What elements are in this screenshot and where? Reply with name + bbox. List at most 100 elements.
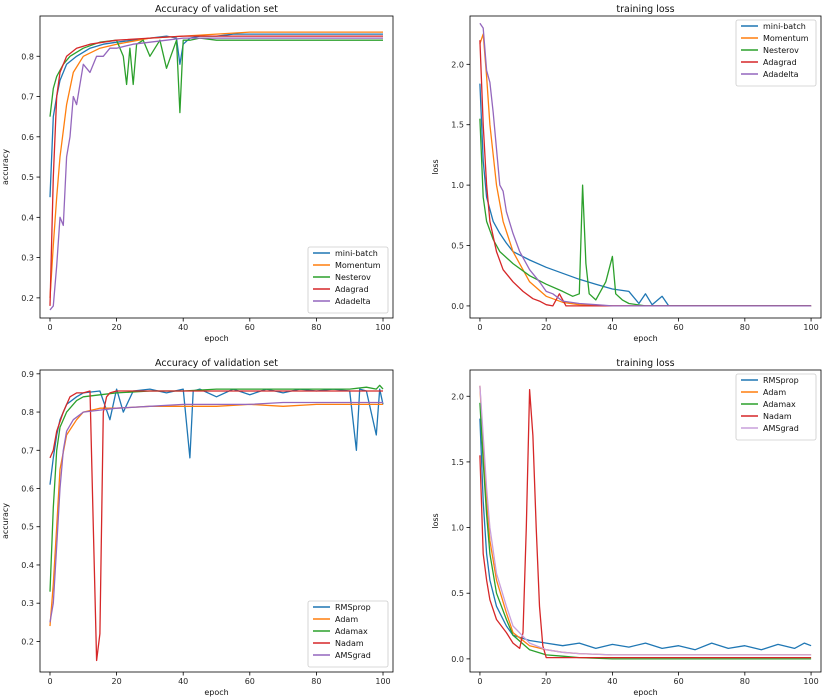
x-tick-label: 0 <box>47 677 52 686</box>
legend-box <box>307 600 389 668</box>
legend-label: Nesterov <box>335 273 371 282</box>
legend-label: Momentum <box>335 261 381 270</box>
plot-frame <box>469 369 822 673</box>
y-tick-label: 1.5 <box>451 121 464 130</box>
series-line-adadelta <box>49 37 383 311</box>
series-group <box>479 22 812 307</box>
series-line-adagrad <box>49 35 383 306</box>
y-tick-label: 0.2 <box>21 294 34 303</box>
legend-box <box>307 246 389 314</box>
y-tick-label: 0.2 <box>21 637 34 646</box>
x-tick-label: 0 <box>47 323 52 332</box>
x-tick-label: 60 <box>674 677 684 686</box>
x-tick-label: 80 <box>740 677 750 686</box>
legend-label: Nadam <box>763 412 792 421</box>
y-tick-label: 0.8 <box>21 52 34 61</box>
y-tick-label: 0.8 <box>21 408 34 417</box>
legend-label: mini-batch <box>763 22 806 31</box>
chart-2: training loss 0 20 40 60 80 100 0.0 0.5 1.0 1.5 2.0… <box>431 4 822 343</box>
series-group <box>49 31 383 311</box>
plot-frame <box>39 369 394 673</box>
legend-label: Adam <box>335 615 358 624</box>
series-line-mini-batch <box>49 33 383 198</box>
y-tick-label: 1.0 <box>451 524 464 533</box>
series-group <box>49 384 384 662</box>
y-tick-label: 0.0 <box>451 302 464 311</box>
chart-4: training loss 0 20 40 60 80 100 0.0 0.5 1.0 1.5 2.0… <box>431 358 822 697</box>
legend-label: RMSprop <box>335 603 371 612</box>
legend-box <box>735 19 817 87</box>
x-tick-label: 80 <box>311 677 321 686</box>
y-tick-label: 0.3 <box>21 599 34 608</box>
x-tick-label: 0 <box>477 323 482 332</box>
chart-title: training loss <box>616 4 674 15</box>
y-axis-label: accuracy <box>1 149 10 185</box>
legend-label: Adadelta <box>335 297 371 306</box>
plot-frame <box>469 15 822 319</box>
series-line-nesterov <box>49 37 383 117</box>
plot-frame <box>39 15 394 319</box>
y-tick-label: 0.9 <box>21 370 34 379</box>
legend-label: Adam <box>763 388 786 397</box>
legend-label: Adadelta <box>763 70 799 79</box>
legend-label: AMSgrad <box>763 424 799 433</box>
x-tick-label: 100 <box>803 323 818 332</box>
chart-3: Accuracy of validation set 0 20 40 60 80 100 0.… <box>1 358 394 697</box>
series-line-nadam <box>479 389 812 659</box>
series-line-amsgrad <box>49 401 383 623</box>
legend-label: RMSprop <box>763 376 799 385</box>
legend-label: Adagrad <box>335 285 369 294</box>
x-tick-label: 100 <box>375 323 390 332</box>
x-tick-label: 0 <box>477 677 482 686</box>
legend-label: mini-batch <box>335 249 378 258</box>
series-line-rmsprop <box>479 418 812 651</box>
y-tick-label: 0.4 <box>21 213 34 222</box>
y-axis-label: loss <box>431 513 440 528</box>
legend-label: Nesterov <box>763 46 799 55</box>
legend-label: Momentum <box>763 34 809 43</box>
series-line-rmsprop <box>49 388 384 485</box>
y-tick-label: 0.5 <box>451 589 464 598</box>
x-axis-label: epoch <box>204 688 228 697</box>
y-tick-label: 0.5 <box>21 173 34 182</box>
legend: RMSprop Adam Adamax Nadam AMSgrad <box>735 373 817 441</box>
series-group <box>479 385 812 660</box>
chart-1: Accuracy of validation set 0 20 40 60 80 100 0.… <box>1 4 394 343</box>
y-tick-label: 2.0 <box>451 392 464 401</box>
y-tick-label: 0.6 <box>21 133 34 142</box>
legend-label: Adamax <box>763 400 796 409</box>
legend-label: Adamax <box>335 627 368 636</box>
x-tick-label: 40 <box>607 677 617 686</box>
x-tick-label: 80 <box>311 323 321 332</box>
x-tick-label: 100 <box>803 677 818 686</box>
y-tick-label: 0.0 <box>451 655 464 664</box>
y-tick-label: 1.5 <box>451 458 464 467</box>
x-axis-label: epoch <box>633 688 657 697</box>
legend: RMSprop Adam Adamax Nadam AMSgrad <box>307 600 389 668</box>
series-line-adadelta <box>479 22 812 307</box>
y-tick-label: 0.5 <box>451 242 464 251</box>
series-line-nesterov <box>479 118 812 307</box>
y-tick-label: 0.6 <box>21 485 34 494</box>
x-tick-label: 60 <box>245 323 255 332</box>
legend-label: AMSgrad <box>335 651 371 660</box>
y-tick-label: 0.3 <box>21 254 34 263</box>
y-axis-label: loss <box>431 159 440 174</box>
x-axis-label: epoch <box>204 334 228 343</box>
x-tick-label: 80 <box>740 323 750 332</box>
chart-title: training loss <box>616 358 674 369</box>
x-tick-label: 40 <box>607 323 617 332</box>
y-axis-label: accuracy <box>1 503 10 539</box>
y-tick-label: 0.7 <box>21 93 34 102</box>
series-line-nadam <box>49 390 383 662</box>
series-line-adamax <box>479 402 812 660</box>
series-line-momentum <box>49 31 383 298</box>
y-tick-label: 1.0 <box>451 181 464 190</box>
x-tick-label: 100 <box>375 677 390 686</box>
legend: mini-batch Momentum Nesterov Adagrad Adadelt… <box>307 246 389 314</box>
chart-title: Accuracy of validation set <box>155 4 278 15</box>
x-tick-label: 20 <box>541 677 551 686</box>
legend-label: Nadam <box>335 639 364 648</box>
y-tick-label: 0.5 <box>21 523 34 532</box>
chart-title: Accuracy of validation set <box>155 358 278 369</box>
